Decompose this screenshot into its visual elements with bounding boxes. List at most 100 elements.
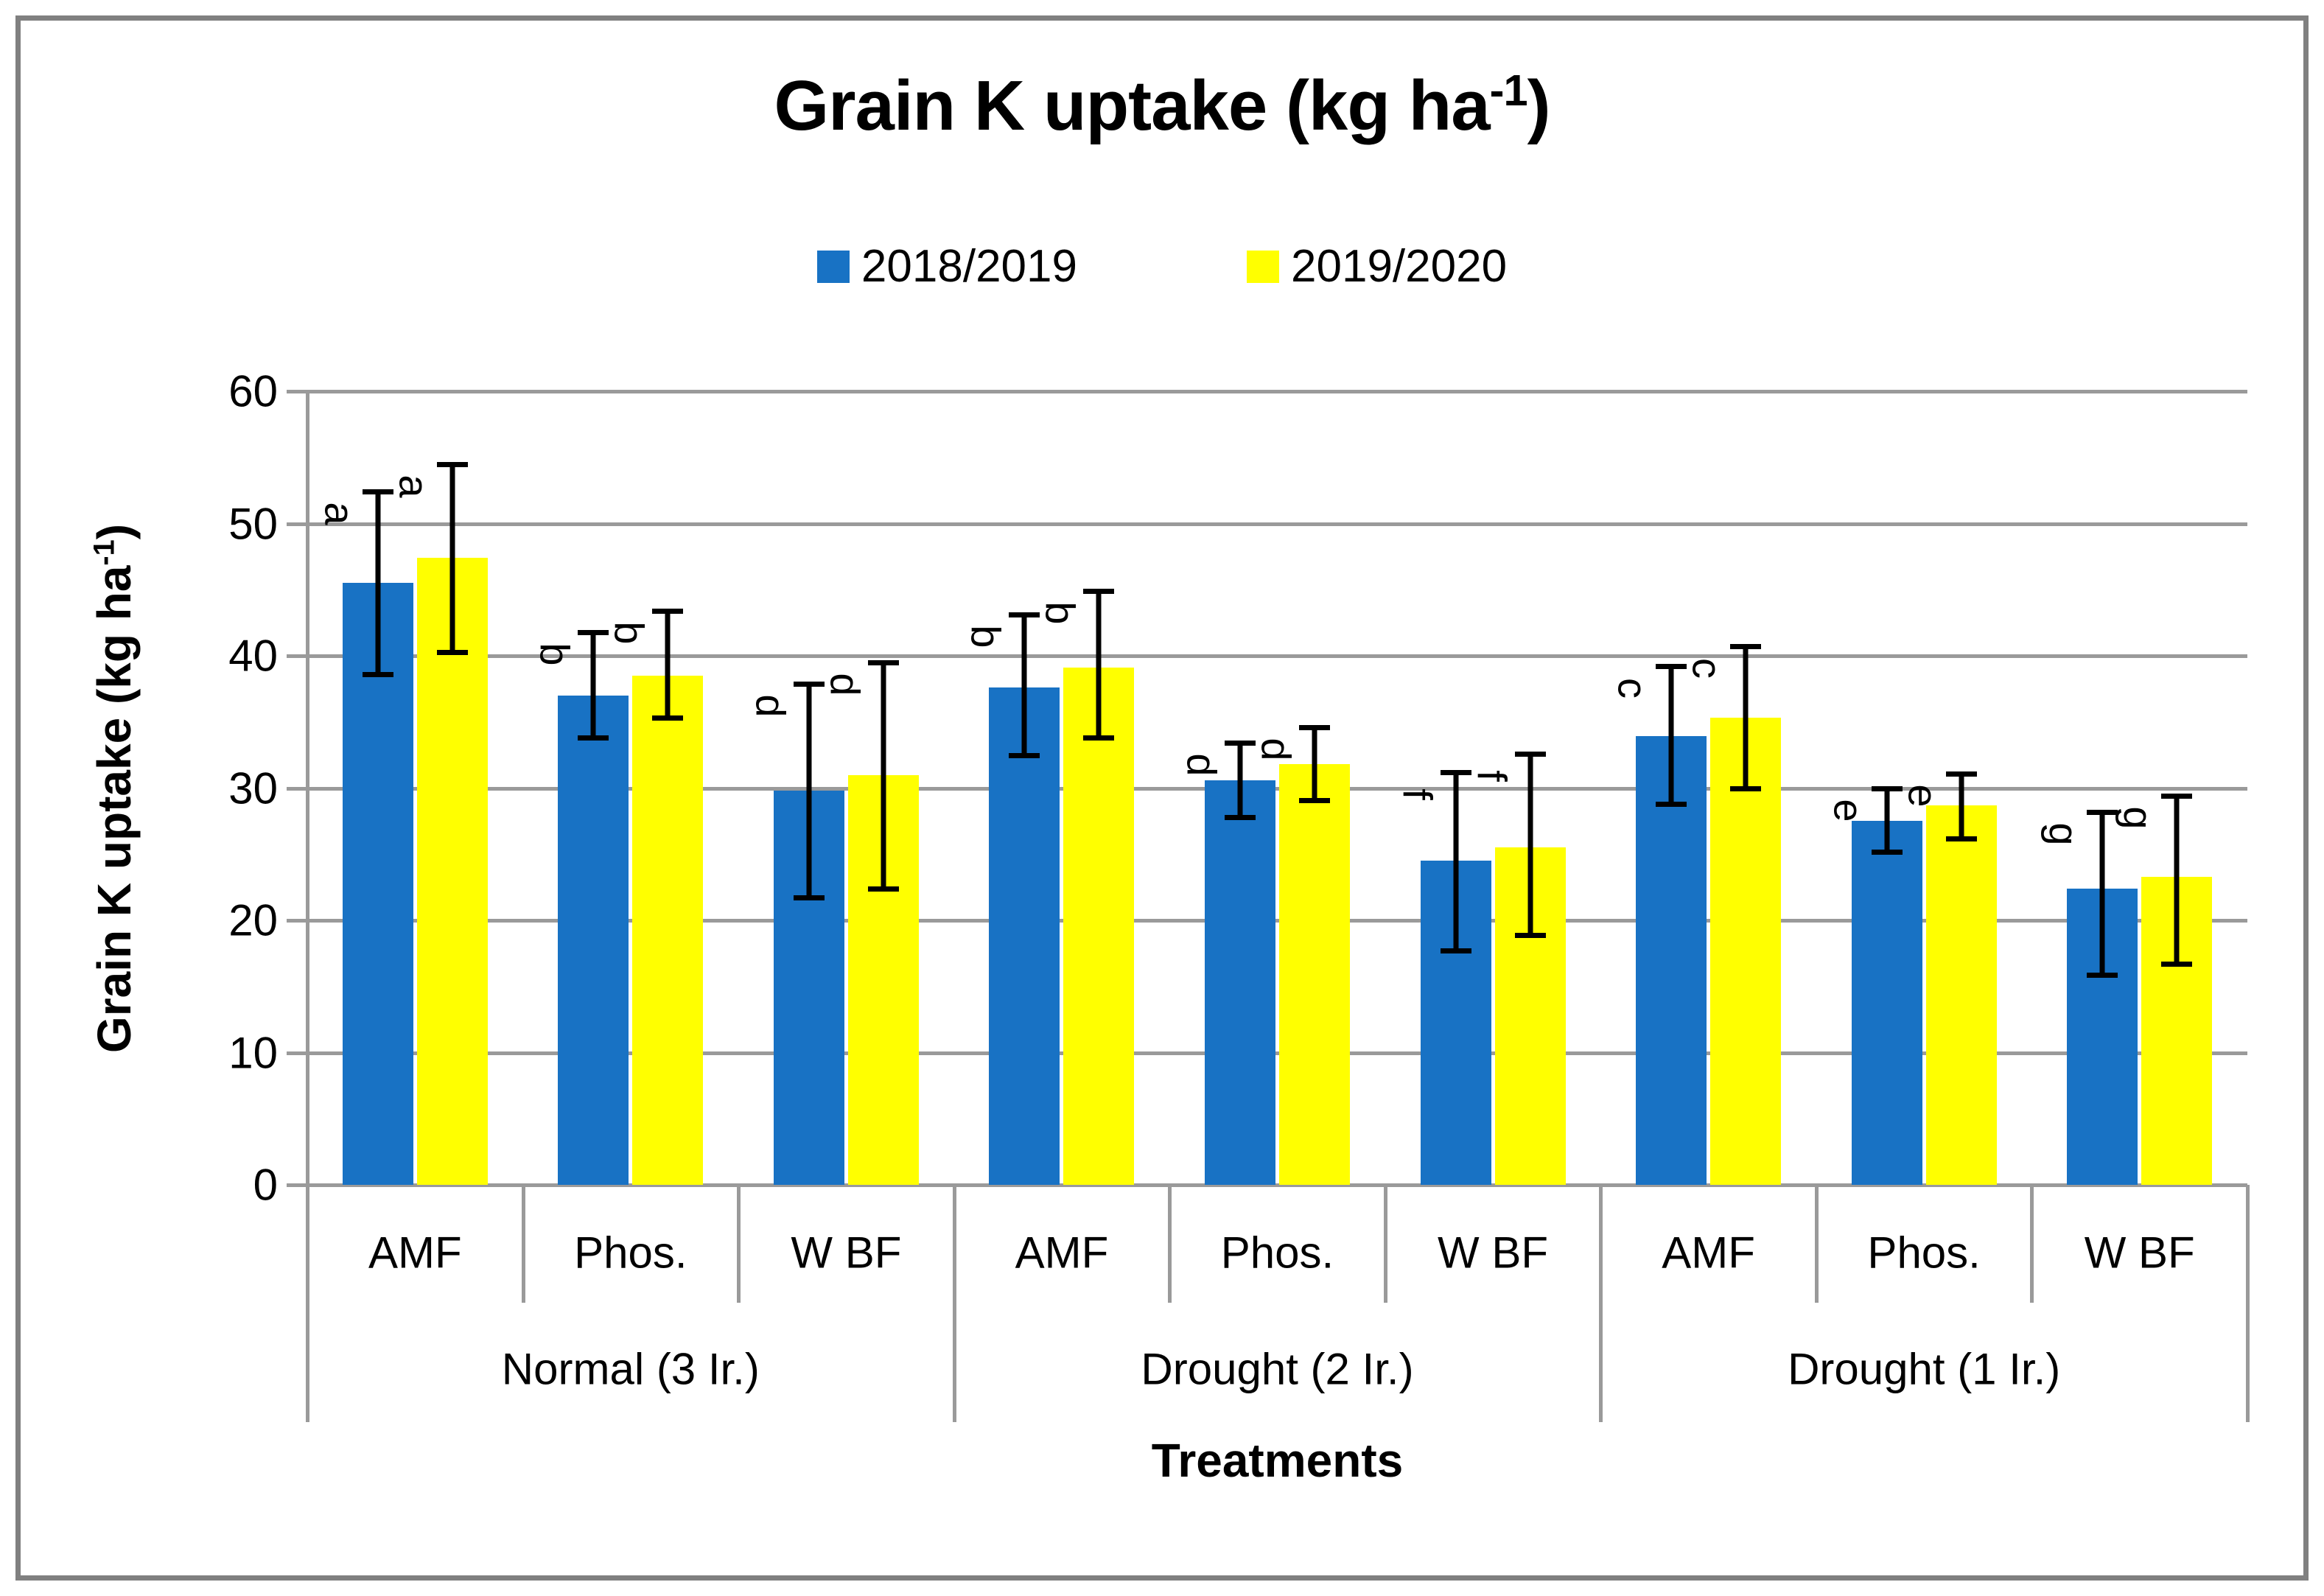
y-tick-mark (287, 522, 307, 526)
bar-2019-2020 (416, 558, 488, 1185)
error-bar-cap-top (2161, 794, 2193, 799)
legend-swatch-blue (816, 250, 850, 283)
gridline (307, 1051, 2247, 1055)
error-bar-cap-top (1656, 664, 1687, 670)
category-label: W BF (791, 1228, 902, 1278)
group-label: Drought (1 Ir.) (1788, 1344, 2061, 1394)
error-bar-line (1021, 615, 1027, 755)
error-bar-cap-bottom (1945, 836, 1977, 841)
error-bar-line (1668, 666, 1674, 805)
y-tick-label: 50 (228, 499, 278, 548)
group-label: Drought (2 Ir.) (1141, 1344, 1414, 1394)
significance-letter: b (531, 643, 578, 666)
bar-2019-2020 (1710, 718, 1782, 1185)
error-bar-line (1743, 646, 1749, 788)
group-label: Normal (3 Ir.) (501, 1344, 760, 1394)
error-bar-cap-top (362, 489, 393, 495)
category-divider-line (1814, 1185, 1819, 1303)
significance-letter: f (1469, 770, 1516, 782)
error-bar-line (1312, 727, 1317, 800)
error-bar-cap-top (436, 461, 468, 467)
significance-letter: e (1900, 784, 1947, 808)
y-tick-mark (287, 786, 307, 791)
y-tick-mark (287, 390, 307, 393)
y-tick-mark (287, 919, 307, 923)
error-bar-cap-bottom (867, 886, 899, 892)
error-bar-line (1096, 591, 1102, 738)
error-bar-cap-top (1730, 644, 1762, 650)
bar-2018-2019 (989, 687, 1060, 1185)
category-divider-line (1168, 1185, 1172, 1303)
significance-letter: a (316, 502, 363, 525)
significance-letter: d (1253, 738, 1300, 761)
y-tick-mark (287, 1051, 307, 1055)
significance-letter: b (1037, 601, 1084, 625)
chart-title-superscript: -1 (1489, 66, 1528, 115)
y-axis-line (306, 391, 309, 1422)
error-bar-cap-bottom (1656, 802, 1687, 808)
error-bar-line (1959, 773, 1964, 839)
error-bar-cap-bottom (1083, 735, 1115, 741)
significance-letter: g (2040, 822, 2087, 846)
error-bar-cap-top (1945, 771, 1977, 777)
category-divider-line (737, 1185, 741, 1303)
figure-border (15, 15, 2309, 1581)
bar-2018-2019 (342, 583, 413, 1185)
legend: 2018/2019 2019/2020 (0, 240, 2324, 293)
error-bar-cap-bottom (362, 672, 393, 678)
y-tick-mark (287, 654, 307, 658)
y-tick-mark (287, 1183, 307, 1187)
error-bar-line (1453, 771, 1459, 951)
category-divider-line (2030, 1185, 2034, 1303)
gridline (307, 390, 2247, 393)
bar-2018-2019 (1636, 736, 1707, 1185)
category-divider-line (521, 1185, 525, 1303)
category-label: Phos. (1220, 1228, 1334, 1278)
error-bar-cap-bottom (1299, 797, 1330, 803)
error-bar-cap-top (1083, 589, 1115, 595)
bar-2019-2020 (1279, 764, 1350, 1185)
significance-letter: d (747, 694, 794, 718)
error-bar-cap-top (1440, 769, 1471, 775)
category-label: AMF (1015, 1228, 1109, 1278)
significance-letter: e (1825, 798, 1872, 822)
chart-title-text: Grain K uptake (kg ha (774, 66, 1490, 145)
category-label: W BF (2084, 1228, 2195, 1278)
y-tick-label: 20 (228, 895, 278, 945)
error-bar-cap-bottom (436, 649, 468, 655)
group-boundary-line (2246, 1185, 2250, 1422)
bar-2019-2020 (632, 675, 704, 1185)
significance-letter: b (606, 621, 653, 645)
group-boundary-line (1599, 1185, 1603, 1422)
gridline (307, 522, 2247, 526)
error-bar-cap-top (652, 608, 684, 614)
error-bar-cap-bottom (652, 715, 684, 721)
significance-letter: f (1394, 788, 1441, 800)
error-bar-line (881, 662, 886, 889)
error-bar-cap-bottom (578, 735, 609, 741)
chart-title: Grain K uptake (kg ha-1) (0, 65, 2324, 147)
significance-letter: a (391, 475, 438, 498)
category-label: W BF (1438, 1228, 1549, 1278)
error-bar-cap-bottom (1009, 752, 1040, 758)
bar-2019-2020 (1063, 668, 1135, 1185)
error-bar-line (806, 683, 812, 898)
error-bar-line (1237, 743, 1243, 817)
x-axis-title: Treatments (1151, 1434, 1404, 1487)
category-label: Phos. (1867, 1228, 1981, 1278)
y-tick-label: 30 (228, 763, 278, 813)
legend-label: 2018/2019 (861, 241, 1077, 292)
bar-2018-2019 (558, 695, 629, 1185)
error-bar-cap-top (578, 629, 609, 635)
error-bar-cap-top (867, 659, 899, 665)
gridline (307, 1183, 2247, 1187)
category-divider-line (1383, 1185, 1387, 1303)
error-bar-cap-top (793, 681, 825, 687)
bar-2018-2019 (1205, 780, 1275, 1185)
error-bar-line (2174, 796, 2180, 965)
error-bar-line (665, 610, 671, 718)
error-bar-cap-top (1225, 741, 1256, 746)
legend-swatch-yellow (1247, 250, 1279, 283)
